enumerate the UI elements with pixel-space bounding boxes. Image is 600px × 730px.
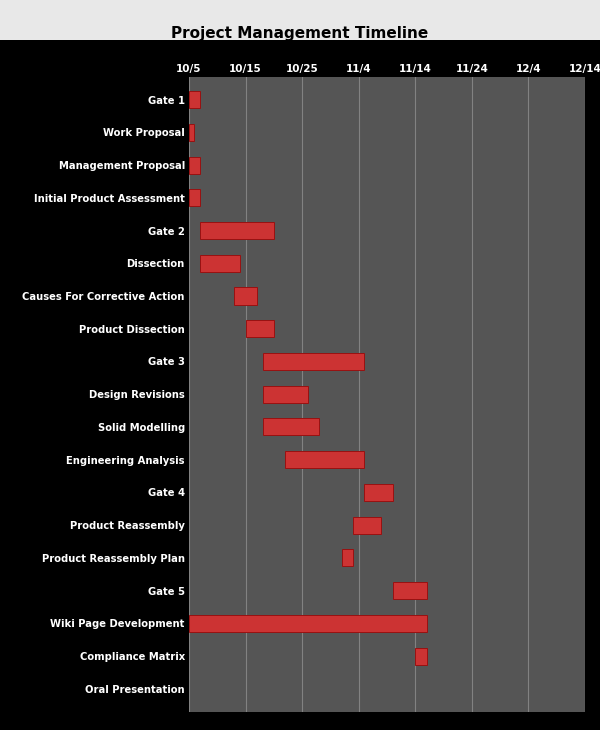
Bar bbox=[392, 582, 427, 599]
Bar bbox=[364, 484, 392, 501]
Bar bbox=[353, 517, 382, 534]
Bar bbox=[415, 648, 427, 664]
Bar bbox=[245, 320, 274, 337]
Bar bbox=[189, 189, 200, 207]
Text: Project Management Timeline: Project Management Timeline bbox=[172, 26, 428, 41]
Bar bbox=[263, 353, 364, 370]
Bar bbox=[263, 418, 319, 436]
Bar bbox=[189, 615, 427, 632]
Bar bbox=[189, 156, 200, 174]
Bar bbox=[342, 550, 353, 566]
Bar bbox=[234, 288, 257, 304]
Bar bbox=[189, 124, 194, 141]
Bar bbox=[285, 451, 364, 468]
Bar bbox=[200, 255, 240, 272]
Bar bbox=[200, 222, 274, 239]
Bar bbox=[189, 91, 200, 108]
Bar bbox=[263, 385, 308, 403]
